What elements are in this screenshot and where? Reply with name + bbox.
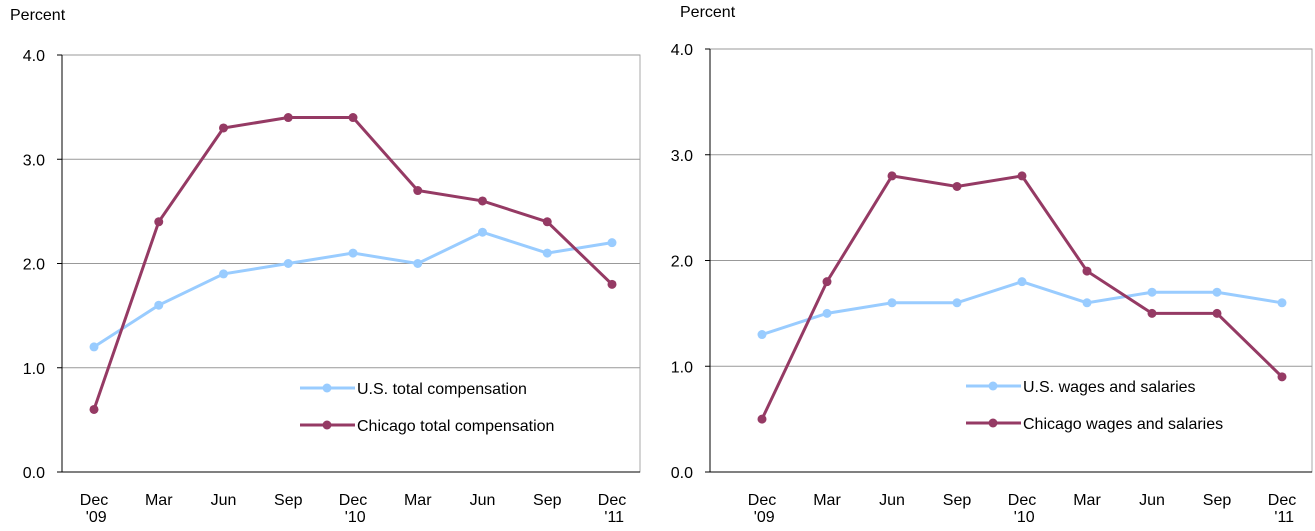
x-tick-label: Dec '10 (1008, 492, 1036, 526)
data-point (822, 277, 832, 287)
data-point (757, 414, 767, 424)
x-tick-label: Jun (470, 492, 496, 509)
data-point (887, 298, 897, 308)
y-tick-label: 4.0 (671, 42, 693, 59)
data-point (822, 308, 832, 318)
data-point (154, 300, 164, 310)
legend-marker (322, 383, 332, 393)
data-point (757, 330, 767, 340)
data-point (348, 248, 358, 258)
data-point (89, 342, 99, 352)
data-point (952, 298, 962, 308)
legend-label: Chicago wages and salaries (1023, 416, 1223, 433)
x-tick-label: Jun (211, 492, 237, 509)
x-tick-label: Sep (533, 492, 562, 509)
data-point (413, 186, 423, 196)
data-point (219, 123, 228, 133)
x-tick-label: Sep (1203, 492, 1232, 509)
x-tick-label: Jun (1139, 492, 1165, 509)
y-axis-label: Percent (680, 4, 736, 21)
data-point (1147, 308, 1157, 318)
data-point (413, 259, 423, 268)
data-point (607, 238, 617, 248)
x-tick-label: Dec '10 (339, 492, 367, 526)
data-point (1277, 372, 1287, 382)
data-point (607, 279, 617, 289)
x-tick-label: Sep (274, 492, 303, 509)
y-tick-label: 1.0 (671, 359, 693, 376)
y-tick-label: 3.0 (671, 148, 693, 165)
data-point (283, 113, 293, 123)
legend-label: U.S. total compensation (357, 381, 527, 398)
y-tick-label: 2.0 (671, 254, 693, 271)
data-point (952, 181, 962, 191)
y-tick-label: 0.0 (671, 465, 693, 482)
x-tick-label: Dec '11 (1268, 492, 1296, 526)
data-point (154, 217, 164, 227)
y-tick-label: 4.0 (23, 48, 45, 65)
legend-marker (988, 418, 998, 428)
y-axis-label: Percent (10, 7, 66, 24)
x-tick-label: Mar (813, 492, 841, 509)
data-point (887, 171, 897, 181)
legend-label: Chicago total compensation (357, 418, 554, 435)
series-line (761, 280, 1283, 336)
legend-marker (988, 381, 998, 391)
data-point (1212, 308, 1222, 318)
x-tick-label: Jun (879, 492, 905, 509)
legend-label: U.S. wages and salaries (1023, 379, 1196, 396)
data-point (542, 217, 552, 227)
data-point (478, 227, 487, 237)
data-point (1147, 287, 1157, 297)
x-tick-label: Mar (145, 492, 173, 509)
data-point (1017, 171, 1027, 181)
x-tick-label: Dec '09 (80, 492, 108, 526)
data-point (542, 248, 552, 258)
data-point (219, 269, 228, 279)
series-line (760, 174, 1284, 420)
x-tick-label: Mar (404, 492, 432, 509)
y-tick-label: 1.0 (23, 361, 45, 378)
x-tick-label: Dec '09 (748, 492, 776, 526)
data-point (1017, 277, 1027, 287)
y-tick-label: 3.0 (23, 152, 45, 169)
data-point (478, 196, 487, 206)
x-tick-label: Dec '11 (598, 492, 626, 526)
data-point (348, 113, 358, 123)
data-point (1277, 298, 1287, 308)
data-point (1212, 287, 1222, 297)
y-tick-label: 0.0 (23, 465, 45, 482)
x-tick-label: Sep (943, 492, 972, 509)
y-tick-label: 2.0 (23, 257, 45, 274)
data-point (89, 404, 99, 414)
legend-marker (322, 420, 332, 430)
data-point (283, 259, 293, 268)
data-point (1082, 266, 1092, 276)
x-tick-label: Mar (1073, 492, 1101, 509)
data-point (1082, 298, 1092, 308)
